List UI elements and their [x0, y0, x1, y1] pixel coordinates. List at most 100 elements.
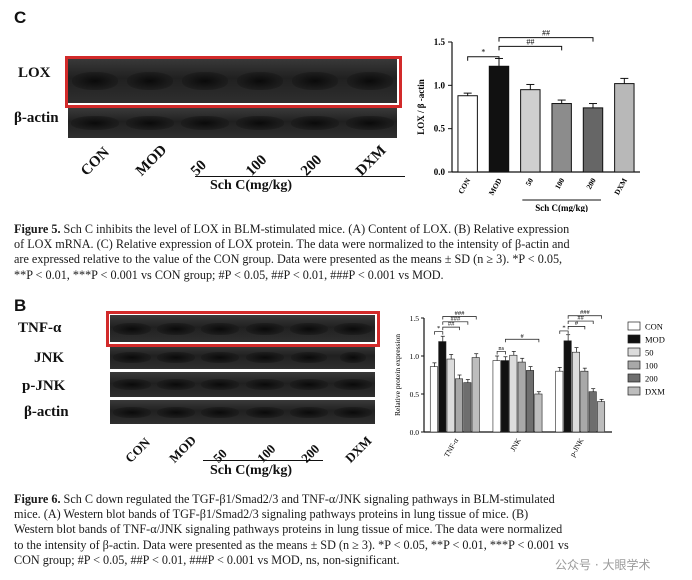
sig-tnf-mod-200-label: ###: [450, 315, 461, 322]
blot-band: [290, 116, 339, 130]
bar: [572, 351, 580, 433]
fig5-caption: Figure 5. Sch C inhibits the level of LO…: [14, 222, 682, 283]
sig-bracket-con-mod: [467, 56, 500, 61]
bar: [446, 358, 455, 433]
bar: [492, 360, 501, 433]
fig6-caption-line-3: Western blot bands of TNF-α/JNK signalin…: [14, 522, 563, 537]
fig5-lox-highlight-box: [65, 56, 402, 108]
fig6-caption-line-5: CON group; #P < 0.05, ##P < 0.01, ###P <…: [14, 552, 400, 567]
y-axis-label: LOX / β -actin: [416, 79, 426, 135]
blot-band: [245, 322, 284, 335]
sig-tnf-con-mod-label: *: [437, 325, 440, 332]
blot-band: [157, 351, 196, 363]
fig5-panel-letter: C: [14, 8, 27, 27]
sig-bracket-mod-200: [498, 37, 594, 42]
x-tick-label: DXM: [612, 177, 629, 197]
lane-label: 200: [298, 441, 323, 466]
blot-band: [157, 379, 196, 390]
legend-label: 50: [645, 348, 654, 358]
fig6-bar-chart: 0.0 0.5 1.0 1.5 Relative protein expression T…: [393, 309, 665, 459]
legend-label: CON: [645, 322, 663, 332]
blot-band: [126, 116, 175, 130]
bar: [471, 357, 480, 433]
fig5-bar-chart: 0.0 0.5 1.0 1.5 LOX / β -actin CON MOD 50 100 200…: [416, 29, 640, 212]
sig-jnk-ns: [496, 351, 506, 355]
lane-label: DXM: [353, 142, 390, 180]
group-label: Sch C(mg/kg): [535, 203, 588, 212]
sig-pjnk-mod-100-label: #: [575, 320, 579, 327]
legend-swatch: [627, 334, 641, 344]
y-tick-label: 0.5: [410, 390, 420, 399]
fig6-caption-line-4: to the intensity of β-actin. Data were p…: [14, 537, 569, 552]
sig-tnf-mod-200: [442, 321, 469, 325]
bar: [582, 107, 604, 173]
sig-tnf-mod-dxm-label: ###: [455, 310, 466, 317]
fig5-blot-label-lox: LOX: [18, 65, 51, 81]
sig-jnk-ns-label: ns: [498, 345, 504, 352]
sig-jnk-mod-dxm: [505, 338, 540, 343]
lane-label: DXM: [342, 433, 375, 466]
blot-band: [290, 351, 327, 363]
blot-band: [113, 351, 152, 363]
sig-tnf-con-mod: [434, 331, 444, 335]
blot-band: [72, 71, 119, 90]
fig6-actin-blot: [110, 400, 375, 424]
y-tick-label: 1.5: [410, 314, 420, 323]
y-tick-label: 0.5: [434, 124, 446, 134]
blot-band: [236, 71, 283, 90]
blot-band: [333, 379, 372, 390]
fig6-panel-letter: B: [14, 296, 27, 315]
fig5-group-label: Sch C(mg/kg): [210, 178, 293, 193]
blot-band: [113, 406, 152, 418]
fig5-caption-line-4: **P < 0.01, ***P < 0.001 vs CON group; #…: [14, 267, 444, 282]
fig5-lox-blot: [68, 58, 397, 103]
bar: [429, 366, 438, 433]
fig6-tnf-blot: [110, 315, 375, 342]
blot-band: [289, 379, 328, 390]
watermark: 公众号 · 大眼学术: [555, 558, 651, 572]
fig6-caption: Figure 6. Sch C down regulated the TGF-β…: [14, 492, 682, 568]
sig-bracket-mod-200-label: ##: [542, 29, 550, 38]
legend-label: 200: [645, 374, 658, 384]
legend-label: 100: [645, 361, 658, 371]
bar: [555, 370, 564, 433]
lane-label: MOD: [166, 432, 200, 466]
blot-band: [339, 351, 367, 363]
sig-pjnk-mod-dxm-label: ###: [580, 309, 591, 316]
fig6-caption-line-1: Sch C down regulated the TGF-β1/Smad2/3 …: [63, 492, 555, 506]
blot-band: [245, 379, 284, 390]
blot-band: [113, 322, 152, 335]
blot-band: [245, 406, 284, 418]
sig-pjnk-mod-200-label: ##: [577, 315, 584, 322]
x-tick-label: 50: [524, 176, 536, 187]
bar: [488, 65, 510, 173]
fig6-blot-label-tnf: TNF-α: [18, 320, 62, 336]
fig6-group-line: [203, 460, 323, 461]
legend-swatch: [627, 360, 641, 370]
fig6-jnk-blot: [110, 345, 375, 369]
blot-band: [346, 71, 393, 90]
blot-band: [201, 351, 240, 363]
sig-tnf-mod-100-label: ##: [448, 321, 455, 328]
lane-label: CON: [122, 434, 154, 466]
sig-jnk-mod-dxm-label: #: [521, 333, 525, 340]
x-tick-label: 100: [553, 176, 567, 190]
sig-bracket-mod-100: [498, 45, 563, 51]
legend-label: DXM: [645, 387, 665, 397]
fig5-blot-label-actin: β-actin: [14, 110, 59, 126]
fig5-group-line: [195, 176, 405, 177]
legend-label: MOD: [645, 335, 665, 345]
fig5-actin-blot: [68, 108, 397, 138]
fig5-caption-title: Figure 5.: [14, 222, 61, 236]
sig-pjnk-con-mod: [559, 330, 569, 334]
sig-pjnk-mod-200: [567, 320, 594, 325]
bar: [614, 83, 635, 173]
x-tick-label: p-JNK: [568, 436, 586, 458]
x-tick-label: 200: [584, 176, 598, 190]
legend-swatch: [627, 386, 641, 396]
fig6-caption-title: Figure 6.: [14, 492, 61, 506]
blot-band: [113, 379, 152, 390]
bar: [588, 391, 597, 433]
fig6-tnf-highlight-box: [106, 311, 380, 347]
lane-label: MOD: [133, 142, 171, 180]
